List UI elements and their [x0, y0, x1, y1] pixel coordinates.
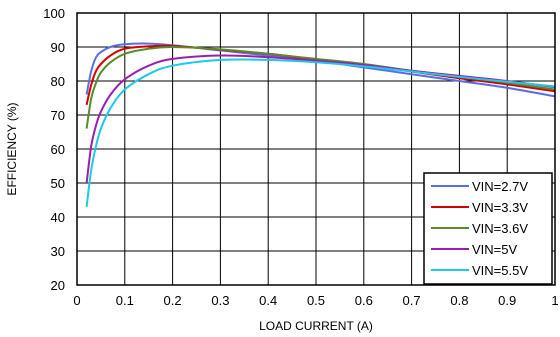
- x-tick-label: 0.6: [355, 293, 373, 308]
- legend: VIN=2.7V VIN=3.3V VIN=3.6V VIN=5V VIN=5.5V: [423, 172, 553, 285]
- plot-frame: [76, 12, 556, 286]
- y-tick-label: 100: [43, 6, 65, 21]
- x-tick-label: 0.7: [403, 293, 421, 308]
- x-tick-label: 0.2: [164, 293, 182, 308]
- legend-entry: VIN=3.6V: [472, 221, 528, 236]
- x-tick-labels: 0 0.1 0.2 0.3 0.4 0.5 0.6 0.7 0.8 0.9 1: [73, 293, 558, 308]
- series-line-2: [85, 44, 556, 106]
- y-tick-label: 90: [51, 40, 65, 55]
- x-tick-label: 0.8: [450, 293, 468, 308]
- series-line-5: [85, 58, 556, 207]
- legend-entry: VIN=2.7V: [472, 179, 528, 194]
- series-line-3: [85, 45, 556, 129]
- y-tick-labels: 20 30 40 50 60 70 80 90 100: [43, 6, 65, 293]
- legend-entry: VIN=5.5V: [472, 263, 528, 278]
- legend-entry: VIN=3.3V: [472, 200, 528, 215]
- legend-entry: VIN=5V: [472, 242, 517, 257]
- y-tick-label: 60: [51, 142, 65, 157]
- series-lines: [85, 42, 556, 207]
- y-tick-label: 70: [51, 108, 65, 123]
- x-tick-label: 0.3: [211, 293, 229, 308]
- x-tick-label: 0.5: [307, 293, 325, 308]
- y-tick-label: 40: [51, 210, 65, 225]
- y-tick-label: 50: [51, 176, 65, 191]
- x-tick-label: 1: [551, 293, 558, 308]
- x-tick-label: 0: [73, 293, 80, 308]
- y-tick-label: 80: [51, 74, 65, 89]
- y-tick-label: 20: [51, 278, 65, 293]
- y-axis-label: EFFICIENCY (%): [5, 102, 19, 195]
- x-tick-label: 0.4: [259, 293, 277, 308]
- y-tick-label: 30: [51, 244, 65, 259]
- x-tick-label: 0.9: [498, 293, 516, 308]
- x-axis-label: LOAD CURRENT (A): [259, 319, 373, 333]
- x-tick-label: 0.1: [116, 293, 134, 308]
- series-line-4: [85, 54, 556, 184]
